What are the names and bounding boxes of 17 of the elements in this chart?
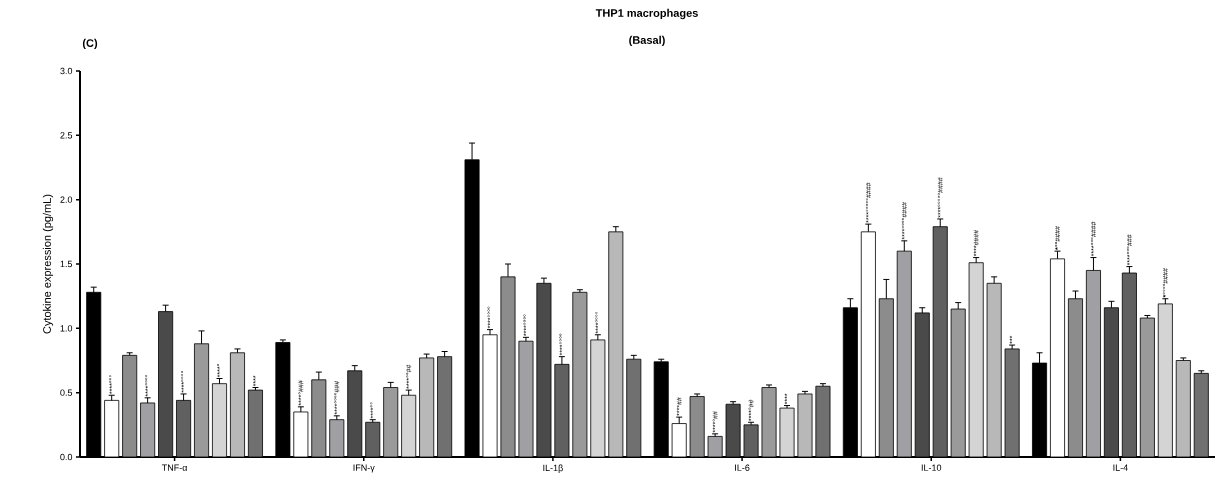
chart-title: THP1 macrophages bbox=[595, 8, 698, 20]
chart-subtitle: (Basal) bbox=[629, 35, 665, 47]
y-axis-title: Cytokine expression (pg/mL) bbox=[42, 194, 54, 334]
x-tick-label: TNF-α bbox=[161, 464, 188, 471]
x-tick-label: IFN-γ bbox=[353, 464, 375, 473]
y-tick-label: 2.5 bbox=[60, 132, 73, 139]
x-tick-label: IL-10 bbox=[921, 464, 942, 471]
y-tick-label: 1.0 bbox=[60, 325, 73, 332]
x-tick-label: IL-1β bbox=[543, 464, 563, 473]
text: (C) bbox=[82, 38, 98, 50]
y-tick-label: 0.0 bbox=[60, 453, 73, 461]
x-tick-label: IL-6 bbox=[735, 464, 750, 471]
x-tick-label: IL-4 bbox=[1113, 464, 1128, 471]
y-tick-label: 3.0 bbox=[60, 67, 73, 75]
y-tick-label: 1.5 bbox=[60, 260, 73, 268]
y-tick-label: 0.5 bbox=[60, 389, 73, 396]
y-tick-label: 2.0 bbox=[60, 196, 73, 203]
